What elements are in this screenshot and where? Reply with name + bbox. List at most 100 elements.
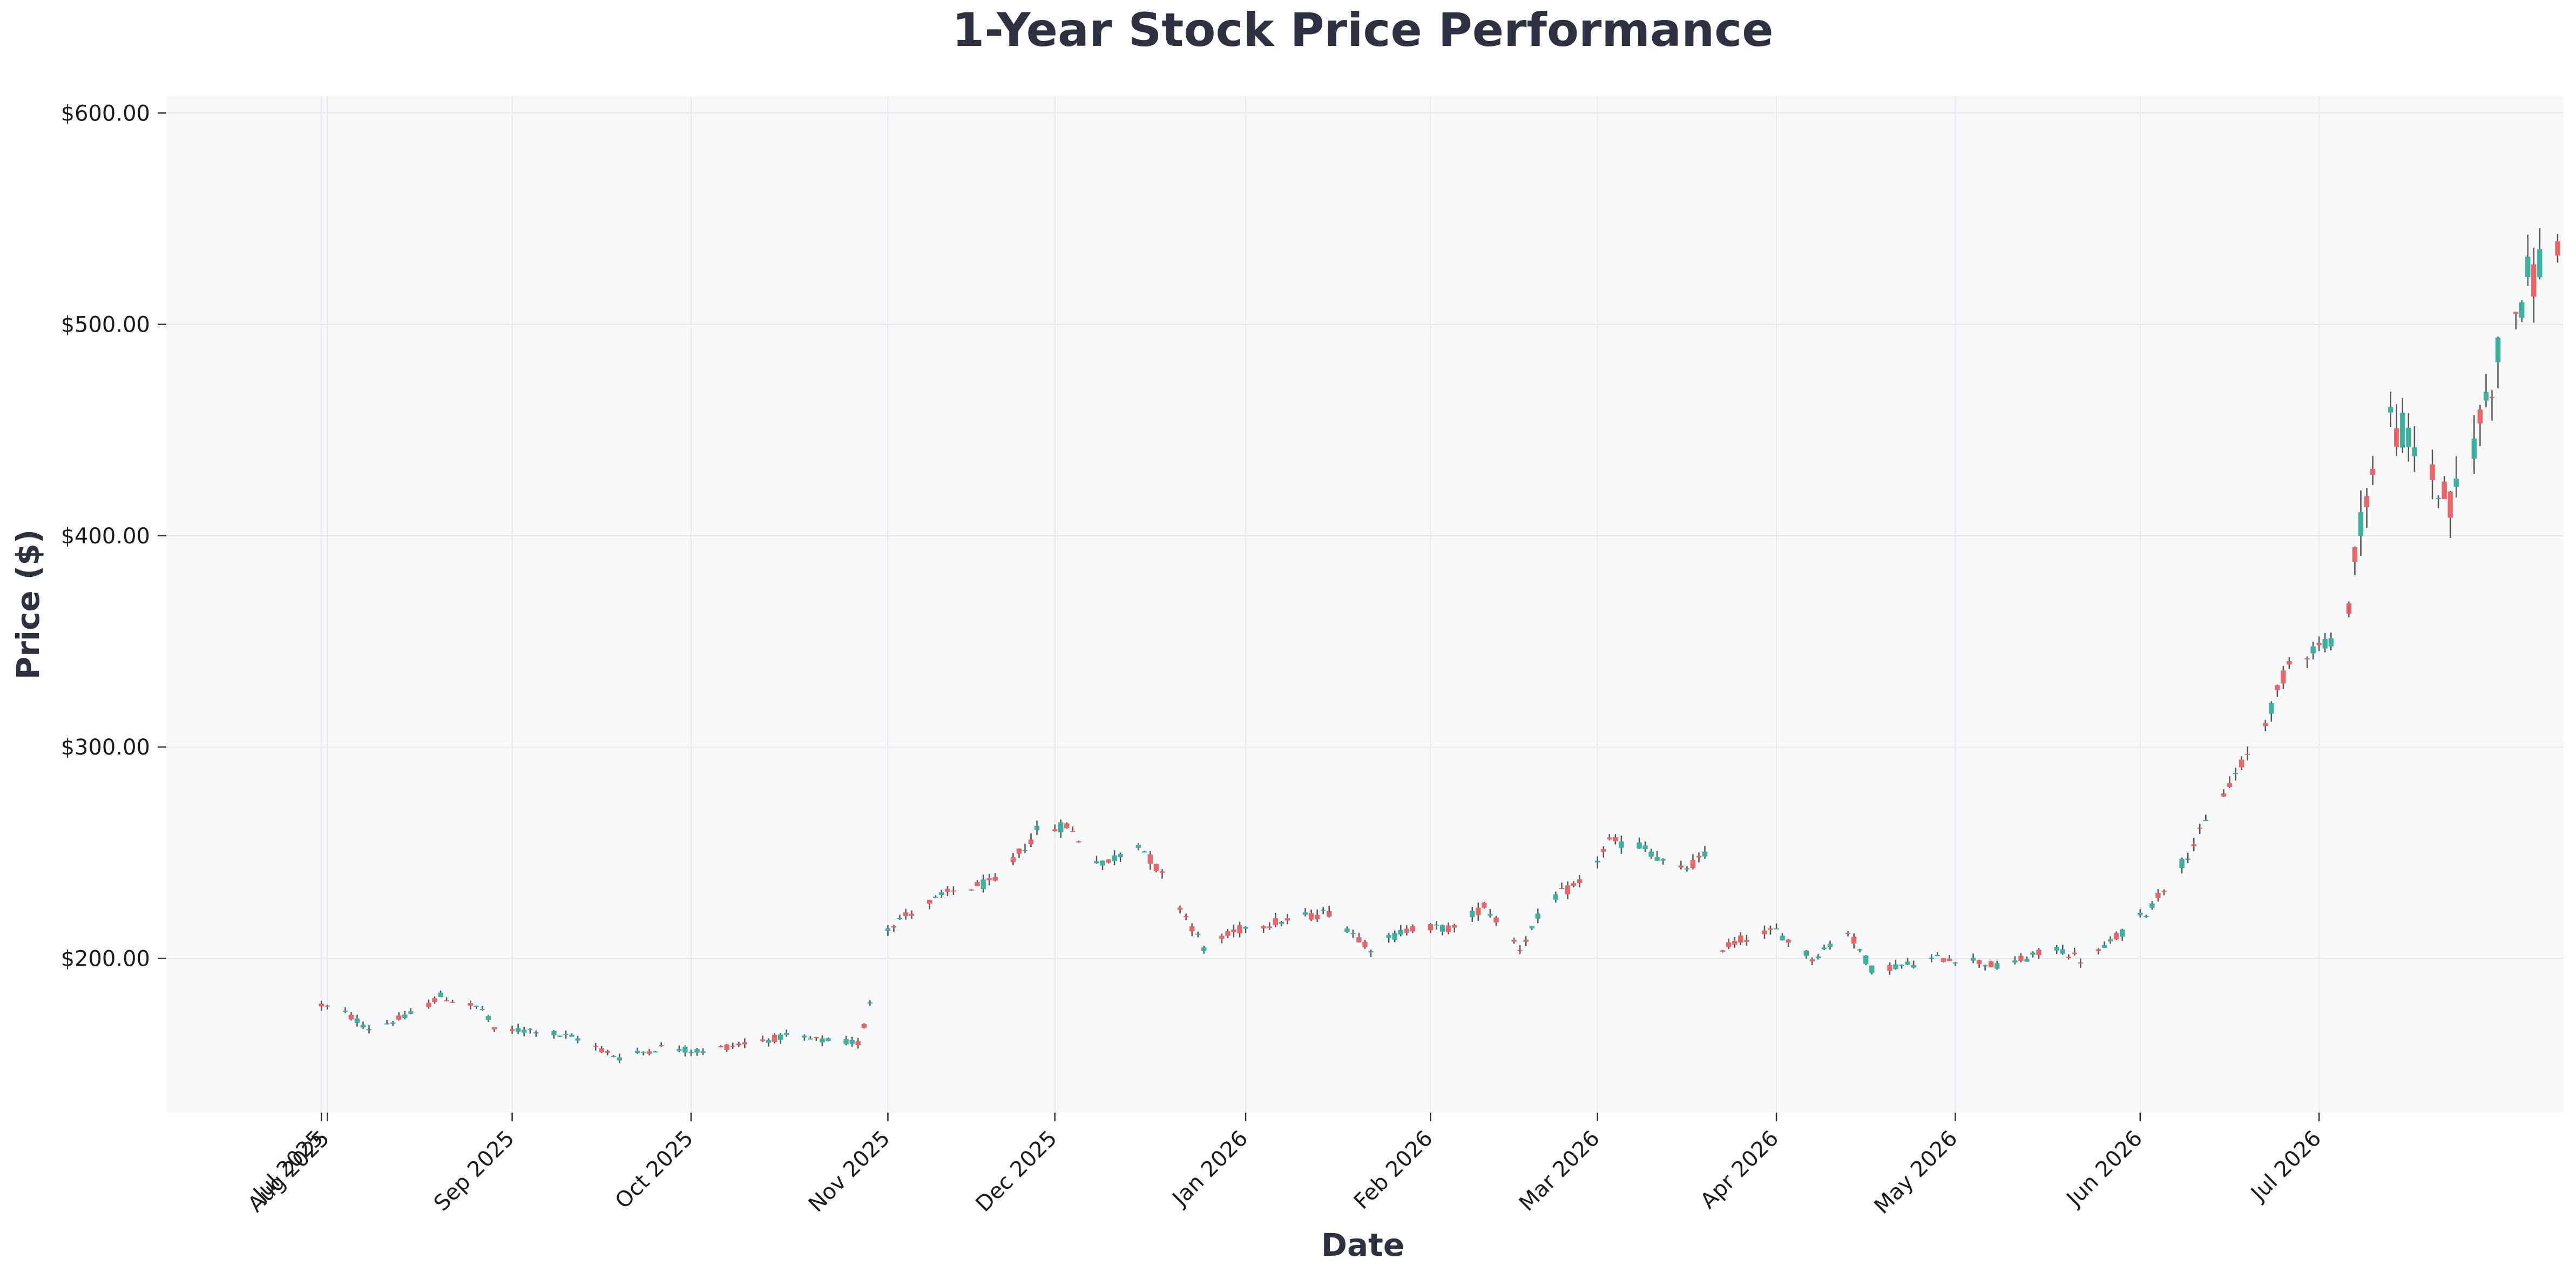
candle-body [348, 1014, 354, 1020]
candle-body [515, 1028, 521, 1032]
candle-body [808, 1038, 813, 1040]
candle-body [783, 1033, 789, 1035]
candle-body [1219, 935, 1225, 939]
candles [319, 228, 2560, 1063]
candle-body [2495, 337, 2501, 362]
candle-body [575, 1038, 580, 1041]
candle-body [2436, 497, 2441, 500]
candle-body [1231, 929, 1236, 932]
candle-body [2316, 643, 2322, 645]
candle-body [2244, 753, 2250, 755]
candle-body [2537, 249, 2543, 278]
candle-body [319, 1004, 324, 1007]
candle-body [1261, 926, 1266, 928]
candle-body [491, 1027, 497, 1029]
candle-body [1445, 925, 1451, 932]
candle-body [1952, 962, 1958, 964]
candle-body [509, 1029, 515, 1031]
candle-body [402, 1014, 408, 1018]
candle-body [1696, 856, 1702, 858]
candle-body [611, 1055, 617, 1057]
candle-body [2018, 955, 2024, 961]
candle-body [1768, 928, 1773, 930]
candle-body [1523, 939, 1529, 942]
candle-body [909, 913, 915, 916]
candle-body [2477, 409, 2483, 424]
candle-body [1726, 942, 1732, 947]
candle-body [652, 1051, 658, 1053]
candle-body [2412, 447, 2417, 456]
candle-body [2138, 912, 2143, 916]
candle-body [1970, 958, 1976, 961]
candle-body [2370, 469, 2376, 475]
candle-body [2119, 929, 2125, 937]
candle-body [605, 1051, 611, 1053]
candle-body [2060, 949, 2065, 954]
candle-body [927, 900, 932, 904]
candle-body [474, 1005, 479, 1007]
candle-body [659, 1045, 664, 1047]
candle-body [2149, 903, 2155, 908]
candle-body [891, 926, 897, 928]
candle-body [1815, 956, 1821, 959]
candle-body [933, 897, 938, 898]
candle-body [1529, 926, 1534, 928]
y-tick-label: $200.00 [61, 946, 150, 971]
candle-body [1392, 933, 1397, 940]
candle-body [2185, 858, 2190, 860]
candle-body [2310, 646, 2316, 654]
candle-body [992, 877, 998, 881]
candle-body [694, 1049, 700, 1053]
candle-body [2513, 312, 2519, 314]
candle-body [521, 1029, 527, 1033]
candle-body [2453, 479, 2459, 487]
candle-body [2328, 638, 2334, 647]
candle-body [2078, 962, 2084, 964]
candle-body [1517, 950, 1523, 951]
candle-body [1302, 912, 1308, 915]
candle-body [766, 1040, 772, 1043]
candle-body [2161, 891, 2167, 892]
candle-body [1356, 937, 1362, 943]
candle-body [1141, 851, 1147, 853]
candle-body [1100, 860, 1105, 866]
candle-body [1893, 964, 1898, 970]
candle-body [1637, 842, 1642, 849]
candle-body [444, 1000, 449, 1002]
candle-body [1857, 949, 1863, 951]
candle-body [2155, 893, 2161, 898]
candle-body [1905, 961, 1910, 965]
candle-body [1314, 914, 1320, 919]
candle-body [2281, 670, 2286, 684]
candle-body [2101, 945, 2107, 948]
candle-body [2107, 939, 2113, 941]
candle-body [1016, 849, 1022, 854]
candle-body [855, 1041, 861, 1046]
candle-body [1470, 911, 1475, 917]
candle-body [1660, 859, 1666, 861]
candle-body [1684, 868, 1690, 870]
candle-body [2406, 427, 2411, 447]
candle-body [1308, 913, 1314, 920]
candle-body [2191, 844, 2196, 846]
candle-body [2489, 396, 2495, 398]
candle-body [1052, 829, 1058, 831]
candle-body [2525, 257, 2531, 277]
candle-body [1350, 932, 1356, 934]
candle-body [1439, 925, 1445, 932]
candle-body [1613, 837, 1618, 842]
candle-body [2287, 661, 2292, 665]
candle-body [1619, 841, 1624, 848]
candle-body [1911, 965, 1916, 968]
candle-body [730, 1045, 735, 1047]
candle-body [1607, 837, 1612, 840]
candle-body [1899, 964, 1904, 966]
candle-body [2036, 950, 2041, 955]
candle-body [1941, 958, 1946, 962]
candle-body [700, 1051, 706, 1053]
candle-body [2447, 492, 2453, 518]
candle-body [569, 1034, 574, 1037]
candle-body [2113, 933, 2119, 940]
candle-body [2066, 957, 2071, 958]
gridlines [166, 96, 2564, 1113]
